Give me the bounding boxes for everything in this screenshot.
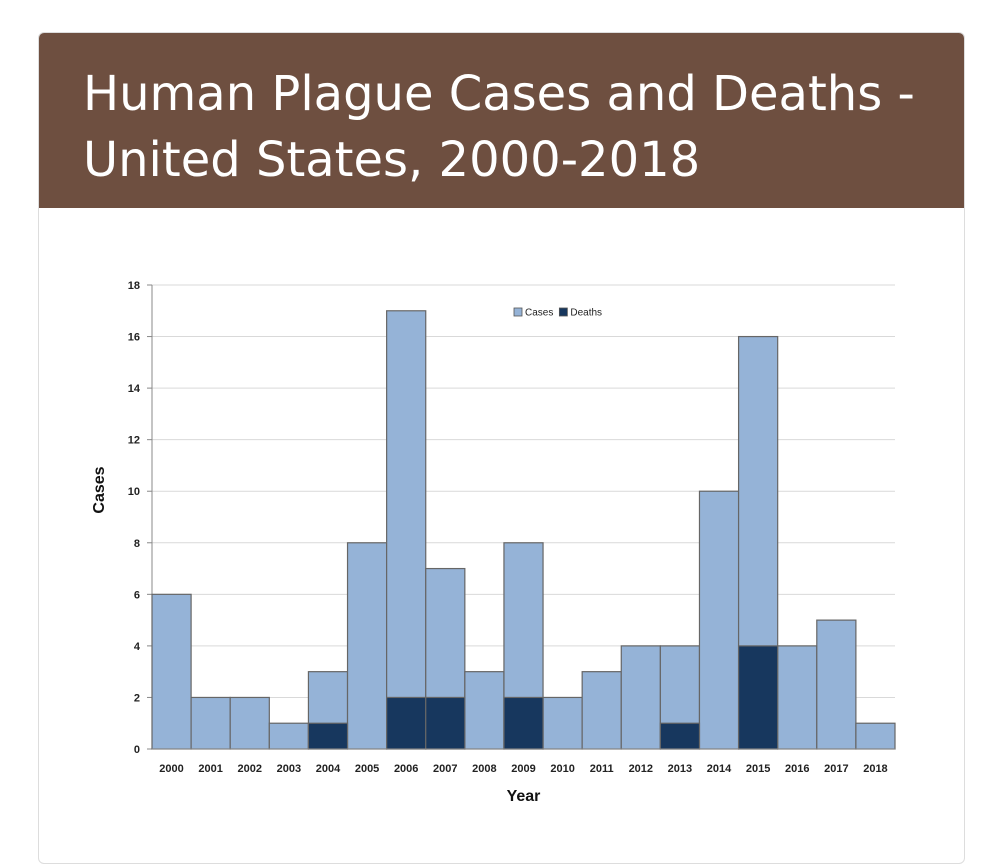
legend-swatch	[513, 307, 523, 317]
legend-label: Deaths	[570, 308, 602, 319]
x-tick-label: 2005	[355, 763, 379, 775]
x-tick-label: 2002	[238, 763, 262, 775]
x-tick-label: 2015	[746, 763, 770, 775]
x-tick-label: 2016	[785, 763, 809, 775]
x-tick-label: 2014	[707, 763, 732, 775]
bar	[346, 542, 388, 750]
legend-swatch	[558, 307, 568, 317]
y-tick-label: 0	[134, 744, 140, 756]
y-axis-label: Cases	[91, 466, 108, 513]
y-tick-label: 8	[134, 538, 140, 550]
x-tick-label: 2004	[316, 763, 341, 775]
bar	[386, 310, 427, 750]
bar	[620, 645, 661, 750]
x-tick-label: 2003	[277, 763, 301, 775]
bar	[268, 722, 310, 750]
bar	[816, 619, 857, 750]
bar	[425, 696, 466, 750]
x-tick-label: 2008	[472, 763, 496, 775]
bar	[855, 722, 896, 750]
bar	[542, 696, 583, 750]
bar	[659, 722, 701, 750]
legend-label: Cases	[525, 308, 553, 319]
bar	[386, 696, 427, 750]
bar	[777, 645, 818, 750]
bar	[151, 593, 192, 750]
x-axis-label: Year	[507, 788, 541, 805]
bar	[307, 722, 349, 750]
y-tick-label: 10	[128, 486, 140, 498]
bar	[503, 696, 544, 750]
y-tick-label: 2	[134, 692, 140, 704]
chart-title: Human Plague Cases and Deaths - United S…	[83, 66, 915, 188]
y-tick-label: 6	[134, 589, 140, 601]
x-tick-label: 2000	[159, 763, 183, 775]
bar	[698, 490, 740, 750]
bar	[229, 696, 270, 750]
x-tick-label: 2001	[198, 763, 222, 775]
y-tick-label: 12	[128, 435, 140, 447]
bar	[737, 645, 779, 750]
y-tick-label: 14	[128, 383, 141, 395]
x-tick-label: 2013	[668, 763, 692, 775]
x-tick-label: 2010	[550, 763, 574, 775]
x-tick-label: 2009	[511, 763, 535, 775]
bar	[464, 671, 505, 750]
x-tick-label: 2006	[394, 763, 418, 775]
y-tick-label: 18	[128, 280, 140, 292]
x-tick-label: 2011	[590, 763, 614, 775]
bar	[190, 696, 231, 750]
x-tick-label: 2018	[863, 763, 887, 775]
x-tick-label: 2017	[824, 763, 848, 775]
y-tick-label: 16	[128, 332, 140, 344]
x-tick-label: 2012	[629, 763, 653, 775]
bar	[581, 671, 622, 750]
y-tick-label: 4	[134, 641, 141, 653]
x-tick-label: 2007	[433, 763, 457, 775]
header: Human Plague Cases and Deaths - United S…	[39, 33, 964, 208]
